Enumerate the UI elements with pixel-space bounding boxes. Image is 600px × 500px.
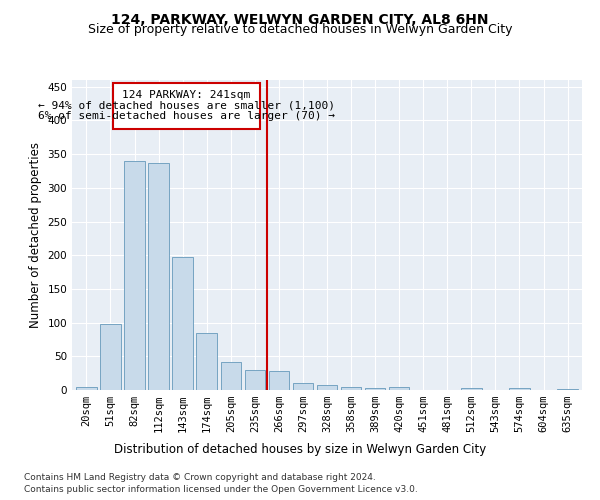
Bar bbox=[172, 257, 193, 390]
Text: 6% of semi-detached houses are larger (70) →: 6% of semi-detached houses are larger (7… bbox=[38, 110, 335, 120]
Bar bbox=[124, 161, 145, 390]
Text: Contains HM Land Registry data © Crown copyright and database right 2024.: Contains HM Land Registry data © Crown c… bbox=[24, 472, 376, 482]
Bar bbox=[100, 324, 121, 390]
Bar bbox=[148, 163, 169, 390]
Bar bbox=[221, 362, 241, 390]
Bar bbox=[269, 371, 289, 390]
Text: Size of property relative to detached houses in Welwyn Garden City: Size of property relative to detached ho… bbox=[88, 22, 512, 36]
Bar bbox=[293, 384, 313, 390]
Bar bbox=[76, 386, 97, 390]
Bar bbox=[317, 386, 337, 390]
Y-axis label: Number of detached properties: Number of detached properties bbox=[29, 142, 42, 328]
Bar bbox=[365, 388, 385, 390]
FancyBboxPatch shape bbox=[113, 84, 260, 128]
Bar bbox=[196, 332, 217, 390]
Bar bbox=[245, 370, 265, 390]
Text: Contains public sector information licensed under the Open Government Licence v3: Contains public sector information licen… bbox=[24, 485, 418, 494]
Text: ← 94% of detached houses are smaller (1,100): ← 94% of detached houses are smaller (1,… bbox=[38, 100, 335, 110]
Bar bbox=[557, 388, 578, 390]
Bar bbox=[389, 386, 409, 390]
Bar bbox=[461, 388, 482, 390]
Bar bbox=[509, 388, 530, 390]
Bar bbox=[341, 386, 361, 390]
Text: 124 PARKWAY: 241sqm: 124 PARKWAY: 241sqm bbox=[122, 90, 250, 101]
Text: 124, PARKWAY, WELWYN GARDEN CITY, AL8 6HN: 124, PARKWAY, WELWYN GARDEN CITY, AL8 6H… bbox=[111, 12, 489, 26]
Text: Distribution of detached houses by size in Welwyn Garden City: Distribution of detached houses by size … bbox=[114, 442, 486, 456]
